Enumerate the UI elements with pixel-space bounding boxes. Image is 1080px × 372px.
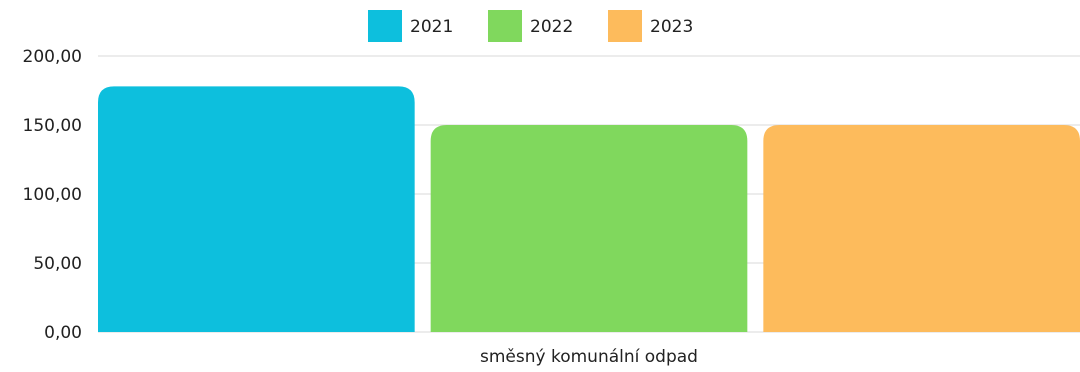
x-axis-categories: směsný komunální odpad	[480, 347, 698, 367]
bars	[98, 86, 1080, 332]
legend-label-2021: 2021	[410, 17, 453, 37]
y-tick-label: 50,00	[33, 254, 82, 274]
y-tick-label: 0,00	[44, 323, 82, 343]
legend-swatch-2021	[368, 10, 402, 42]
y-tick-label: 200,00	[23, 47, 82, 67]
legend-swatch-2023	[608, 10, 642, 42]
legend-label-2023: 2023	[650, 17, 693, 37]
legend-swatch-2022	[488, 10, 522, 42]
legend-label-2022: 2022	[530, 17, 573, 37]
x-category-label: směsný komunální odpad	[480, 347, 698, 367]
y-tick-label: 100,00	[23, 185, 82, 205]
bar-2022	[430, 125, 748, 332]
bar-2023	[763, 125, 1080, 332]
bar-2021	[98, 86, 415, 332]
y-tick-label: 150,00	[23, 116, 82, 136]
legend: 2021 2022 2023	[368, 10, 693, 42]
y-axis-ticks: 0,00 50,00 100,00 150,00 200,00	[23, 47, 82, 343]
